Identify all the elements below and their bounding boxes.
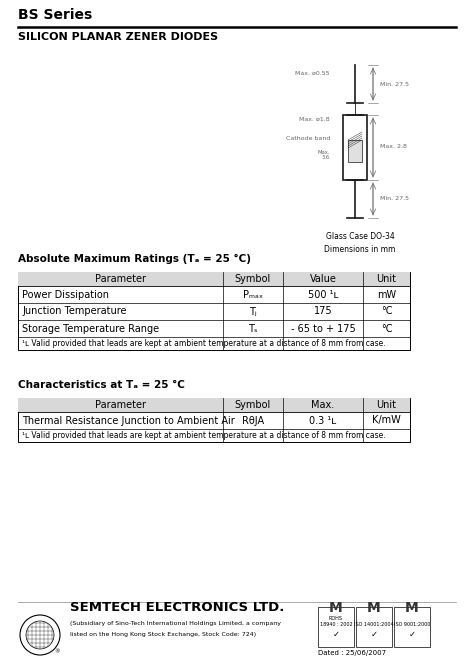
Text: Thermal Resistance Junction to Ambient Air: Thermal Resistance Junction to Ambient A…: [22, 415, 235, 425]
Text: Glass Case DO-34
Dimensions in mm: Glass Case DO-34 Dimensions in mm: [324, 232, 396, 253]
Text: Min. 27.5: Min. 27.5: [380, 82, 409, 86]
Text: Max. ø1.8: Max. ø1.8: [300, 117, 330, 121]
Text: 175: 175: [314, 306, 332, 316]
Text: Dated : 25/06/2007: Dated : 25/06/2007: [318, 650, 386, 656]
Text: Parameter: Parameter: [95, 274, 146, 284]
Text: RθJA: RθJA: [242, 415, 264, 425]
Bar: [18, 398, 410, 442]
Text: Absolute Maximum Ratings (Tₐ = 25 °C): Absolute Maximum Ratings (Tₐ = 25 °C): [18, 254, 251, 264]
Text: (Subsidiary of Sino-Tech International Holdings Limited, a company: (Subsidiary of Sino-Tech International H…: [70, 621, 281, 626]
Text: Max. ø0.55: Max. ø0.55: [295, 70, 330, 76]
Bar: [318, 607, 354, 647]
Circle shape: [20, 615, 60, 655]
Text: K/mW: K/mW: [372, 415, 401, 425]
Text: Tₛ: Tₛ: [248, 324, 258, 334]
Text: Junction Temperature: Junction Temperature: [22, 306, 127, 316]
Text: Unit: Unit: [376, 400, 396, 410]
Text: Tⱼ: Tⱼ: [249, 306, 257, 316]
Circle shape: [26, 621, 54, 649]
Text: M: M: [405, 601, 419, 615]
Text: 500 ¹ʟ: 500 ¹ʟ: [308, 289, 338, 299]
Text: Cathode band: Cathode band: [286, 135, 330, 141]
Text: - 65 to + 175: - 65 to + 175: [291, 324, 356, 334]
Text: Characteristics at Tₐ = 25 °C: Characteristics at Tₐ = 25 °C: [18, 380, 185, 390]
Text: BS Series: BS Series: [18, 8, 92, 22]
Text: ISO 9001:2000: ISO 9001:2000: [394, 622, 430, 627]
Text: ¹ʟ Valid provided that leads are kept at ambient temperature at a distance of 8 : ¹ʟ Valid provided that leads are kept at…: [22, 431, 386, 440]
Text: °C: °C: [381, 324, 392, 334]
Text: Max.
3.6: Max. 3.6: [318, 149, 330, 160]
Bar: [356, 607, 392, 647]
Text: SILICON PLANAR ZENER DIODES: SILICON PLANAR ZENER DIODES: [18, 32, 218, 42]
Text: M: M: [329, 601, 343, 615]
Text: ✓: ✓: [371, 630, 377, 639]
Text: ®: ®: [54, 649, 60, 655]
Text: Value: Value: [310, 274, 337, 284]
Text: ISO 14001:2004: ISO 14001:2004: [354, 622, 394, 627]
Bar: [394, 607, 430, 647]
Text: Symbol: Symbol: [235, 400, 271, 410]
Text: °C: °C: [381, 306, 392, 316]
Text: listed on the Hong Kong Stock Exchange, Stock Code: 724): listed on the Hong Kong Stock Exchange, …: [70, 632, 256, 637]
Text: Unit: Unit: [376, 274, 396, 284]
Text: ✓: ✓: [409, 630, 416, 639]
Text: Max.: Max.: [311, 400, 335, 410]
Bar: [18, 398, 410, 412]
Text: 0.3 ¹ʟ: 0.3 ¹ʟ: [310, 415, 337, 425]
Text: M: M: [367, 601, 381, 615]
Text: Symbol: Symbol: [235, 274, 271, 284]
Bar: [18, 272, 410, 286]
Text: Min. 27.5: Min. 27.5: [380, 196, 409, 202]
Text: Max. 2.8: Max. 2.8: [380, 145, 407, 149]
Text: SEMTECH ELECTRONICS LTD.: SEMTECH ELECTRONICS LTD.: [70, 601, 284, 614]
Bar: [18, 272, 410, 350]
Bar: [343, 115, 367, 180]
Text: Storage Temperature Range: Storage Temperature Range: [22, 324, 159, 334]
Text: ROHS
18940 : 2002: ROHS 18940 : 2002: [319, 616, 352, 627]
Text: mW: mW: [377, 289, 396, 299]
Text: ✓: ✓: [332, 630, 339, 639]
Text: Pₘₐₓ: Pₘₐₓ: [243, 289, 263, 299]
Text: Power Dissipation: Power Dissipation: [22, 289, 109, 299]
Text: Parameter: Parameter: [95, 400, 146, 410]
Text: ¹ʟ Valid provided that leads are kept at ambient temperature at a distance of 8 : ¹ʟ Valid provided that leads are kept at…: [22, 339, 386, 348]
Bar: [348, 140, 362, 162]
